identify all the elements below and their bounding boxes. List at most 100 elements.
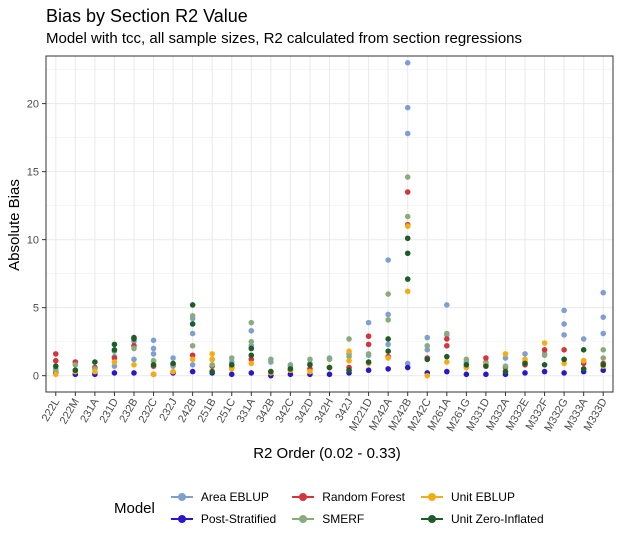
point-area-eblup xyxy=(561,332,567,338)
point-area-eblup xyxy=(522,351,528,357)
y-tick-label: 5 xyxy=(33,303,39,315)
data-points xyxy=(52,60,607,379)
grid-lines xyxy=(46,56,613,392)
point-unit-zero-inflated xyxy=(111,347,118,353)
point-unit-eblup xyxy=(522,356,528,363)
legend-items: Area EBLUP Post-Stratified Random Forest SM… xyxy=(169,486,544,530)
point-unit-zero-inflated xyxy=(150,361,157,368)
point-random-forest xyxy=(248,356,255,363)
legend-label: Post-Stratified xyxy=(200,512,277,526)
point-unit-zero-inflated xyxy=(209,368,215,375)
y-axis-title: Absolute Bias xyxy=(6,179,23,271)
point-random-forest xyxy=(365,341,372,348)
point-post-stratified xyxy=(561,370,567,376)
point-unit-zero-inflated xyxy=(287,366,294,372)
point-area-eblup xyxy=(561,321,567,327)
point-unit-zero-inflated xyxy=(600,361,607,368)
legend-label: SMERF xyxy=(322,512,365,526)
legend-item-post-stratified: Post-Stratified xyxy=(169,508,276,530)
point-post-stratified xyxy=(189,368,196,375)
point-area-eblup xyxy=(404,130,411,137)
point-post-stratified xyxy=(287,371,294,378)
point-unit-eblup xyxy=(346,357,352,364)
point-unit-zero-inflated xyxy=(248,352,255,359)
point-unit-zero-inflated xyxy=(444,353,450,360)
point-unit-zero-inflated xyxy=(189,302,196,308)
point-post-stratified xyxy=(228,371,235,378)
point-unit-zero-inflated xyxy=(52,363,59,369)
x-tick-label: 342C xyxy=(273,396,297,425)
point-unit-eblup xyxy=(541,340,548,346)
point-unit-zero-inflated xyxy=(307,361,313,368)
point-smerf xyxy=(209,361,215,368)
point-post-stratified xyxy=(385,366,391,372)
point-unit-zero-inflated xyxy=(561,356,567,363)
y-tick-label: 0 xyxy=(33,371,39,383)
point-post-stratified xyxy=(522,370,528,376)
point-unit-zero-inflated xyxy=(424,356,431,363)
point-unit-zero-inflated xyxy=(404,235,411,242)
point-area-eblup xyxy=(365,319,372,326)
point-area-eblup xyxy=(150,351,157,357)
legend-item-unit-zero-inflated: Unit Zero-Inflated xyxy=(419,508,544,530)
point-unit-eblup xyxy=(580,357,587,364)
point-unit-zero-inflated xyxy=(580,347,587,353)
point-smerf xyxy=(385,317,391,323)
point-unit-zero-inflated xyxy=(385,348,391,354)
point-smerf xyxy=(72,361,79,368)
legend-label: Random Forest xyxy=(322,490,405,504)
chart-title: Bias by Section R2 Value xyxy=(46,6,248,26)
point-unit-eblup xyxy=(170,368,176,375)
point-area-eblup xyxy=(150,337,157,344)
point-smerf xyxy=(228,355,235,361)
point-smerf xyxy=(52,367,59,374)
point-unit-eblup xyxy=(228,366,235,372)
point-unit-zero-inflated xyxy=(189,321,196,327)
point-post-stratified xyxy=(600,367,607,374)
point-unit-zero-inflated xyxy=(111,341,118,348)
point-unit-eblup xyxy=(346,348,352,354)
legend-key-area-eblup xyxy=(169,491,195,503)
x-axis-title: R2 Order (0.02 - 0.33) xyxy=(253,445,401,462)
point-smerf xyxy=(189,313,196,319)
point-random-forest xyxy=(444,336,450,342)
point-area-eblup xyxy=(444,302,450,308)
point-random-forest xyxy=(52,351,59,357)
point-post-stratified xyxy=(326,371,333,378)
x-tick-label: 342H xyxy=(313,396,337,425)
point-smerf xyxy=(444,330,450,337)
point-post-stratified xyxy=(483,371,489,378)
point-unit-eblup xyxy=(404,223,411,229)
point-unit-zero-inflated xyxy=(385,336,391,342)
point-unit-eblup xyxy=(131,361,137,368)
point-smerf xyxy=(404,174,411,180)
point-unit-eblup xyxy=(502,351,509,357)
point-random-forest xyxy=(111,355,118,361)
point-area-eblup xyxy=(404,60,411,66)
point-smerf xyxy=(404,213,411,220)
point-unit-eblup xyxy=(52,371,59,378)
point-unit-zero-inflated xyxy=(268,368,274,375)
legend: Model Area EBLUP Post-Stratified Random Fo… xyxy=(114,486,544,530)
legend-item-smerf: SMERF xyxy=(290,508,405,530)
point-area-eblup xyxy=(600,330,607,337)
point-unit-zero-inflated xyxy=(131,336,137,342)
point-unit-eblup xyxy=(189,356,196,363)
point-smerf xyxy=(248,319,255,326)
chart-subtitle: Model with tcc, all sample sizes, R2 cal… xyxy=(46,30,523,47)
scatter-plot: 0 5 10 15 20 222L222M231A231D232B232C232J242… xyxy=(6,55,614,462)
x-tick-label: 342D xyxy=(293,396,317,425)
point-post-stratified xyxy=(111,370,118,376)
point-area-eblup xyxy=(385,257,391,263)
point-smerf xyxy=(600,347,607,353)
point-area-eblup xyxy=(580,336,587,342)
point-unit-eblup xyxy=(424,372,431,379)
legend-item-random-forest: Random Forest xyxy=(290,486,405,508)
point-smerf xyxy=(463,356,470,363)
point-post-stratified xyxy=(365,367,372,374)
legend-key-unit-zero-inflated xyxy=(419,513,445,525)
point-area-eblup xyxy=(111,363,118,369)
legend-key-post-stratified xyxy=(169,513,195,525)
point-area-eblup xyxy=(404,104,411,111)
point-unit-zero-inflated xyxy=(404,276,411,282)
